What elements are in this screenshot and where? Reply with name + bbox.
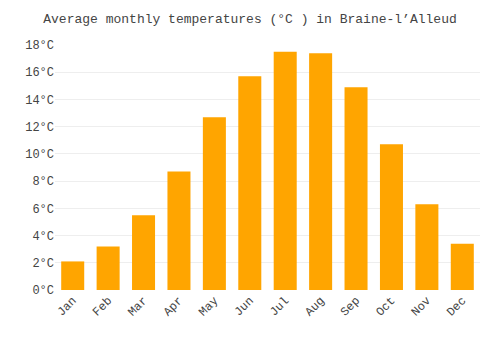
- svg-text:Feb: Feb: [90, 294, 115, 319]
- svg-text:0°C: 0°C: [32, 284, 54, 298]
- svg-text:18°C: 18°C: [25, 39, 54, 53]
- svg-text:Jun: Jun: [232, 294, 257, 319]
- svg-text:12°C: 12°C: [25, 121, 54, 135]
- svg-text:Average monthly temperatures (: Average monthly temperatures (°C ) in Br…: [43, 12, 456, 27]
- svg-text:2°C: 2°C: [32, 257, 54, 271]
- svg-text:Apr: Apr: [161, 294, 186, 319]
- svg-text:Jul: Jul: [267, 294, 292, 319]
- svg-text:Sep: Sep: [338, 294, 363, 319]
- svg-text:8°C: 8°C: [32, 175, 54, 189]
- svg-text:Oct: Oct: [373, 294, 398, 319]
- svg-text:Jan: Jan: [55, 294, 80, 319]
- svg-text:4°C: 4°C: [32, 230, 54, 244]
- svg-text:Dec: Dec: [444, 294, 469, 319]
- svg-text:16°C: 16°C: [25, 66, 54, 80]
- svg-text:6°C: 6°C: [32, 203, 54, 217]
- svg-text:Nov: Nov: [409, 294, 434, 319]
- svg-text:Mar: Mar: [125, 294, 150, 319]
- svg-text:14°C: 14°C: [25, 94, 54, 108]
- svg-text:10°C: 10°C: [25, 148, 54, 162]
- svg-text:Aug: Aug: [303, 294, 328, 319]
- svg-text:May: May: [196, 294, 221, 319]
